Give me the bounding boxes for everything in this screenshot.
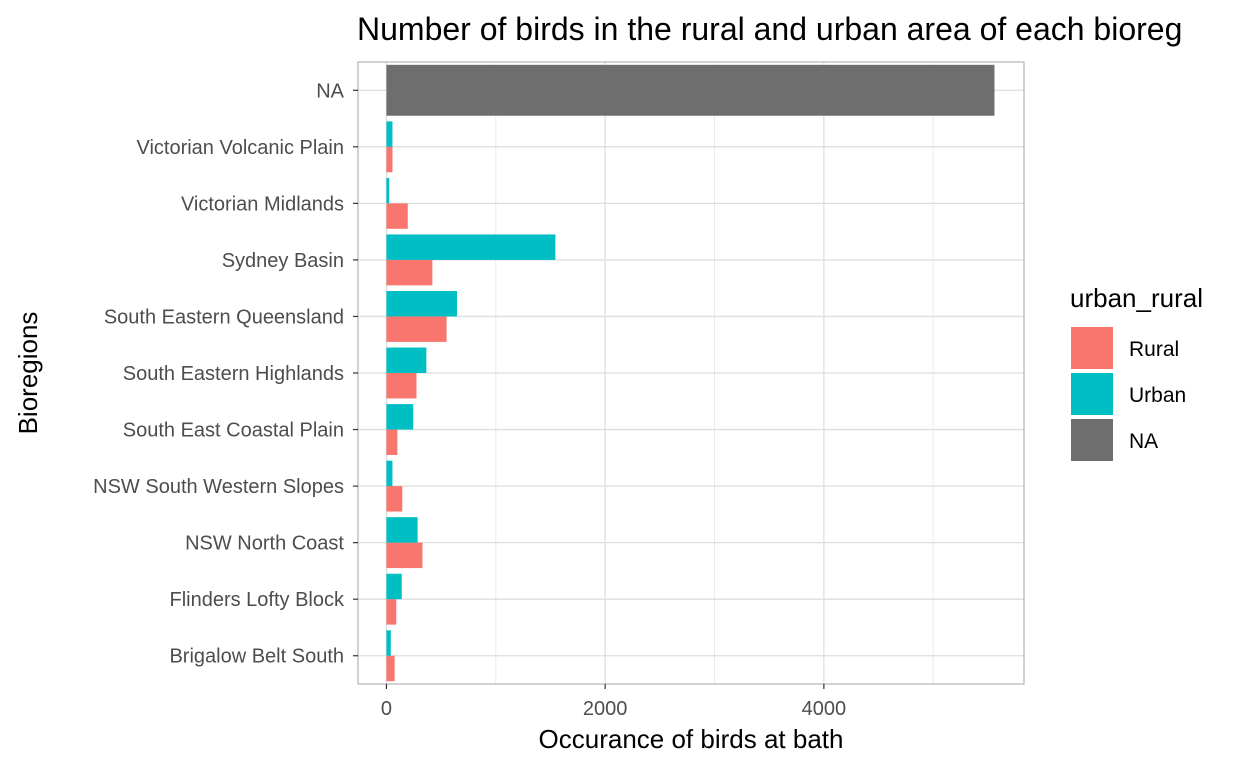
bar-urban-victorian-midlands: [386, 177, 390, 204]
bar-rural-victorian-volcanic-plain: [386, 146, 393, 173]
bar-urban-brigalow-belt-south: [386, 630, 391, 656]
y-tick-label: Sydney Basin: [222, 250, 344, 272]
y-tick-label: Brigalow Belt South: [169, 646, 344, 668]
bar-urban-nsw-north-coast: [386, 517, 418, 543]
legend-key-na: [1071, 419, 1113, 461]
legend-key-rural: [1071, 327, 1113, 369]
y-tick-label: South Eastern Queensland: [104, 306, 344, 328]
y-tick-label: South East Coastal Plain: [123, 420, 344, 442]
bar-rural-brigalow-belt-south: [386, 655, 395, 682]
y-axis-title: Bioregions: [13, 312, 43, 435]
bars: [386, 64, 995, 682]
bar-na-na: [386, 64, 995, 116]
y-tick-label: NA: [316, 80, 344, 102]
bar-urban-victorian-volcanic-plain: [386, 121, 393, 147]
y-axis-ticks: NA Victorian Volcanic Plain Victorian Midl…: [93, 80, 358, 668]
bar-rural-sydney-basin: [386, 259, 433, 286]
x-tick-label: 0: [381, 698, 392, 720]
bar-rural-south-eastern-highlands: [386, 373, 417, 399]
y-tick-label: South Eastern Highlands: [123, 363, 344, 385]
chart-title: Number of birds in the rural and urban a…: [357, 11, 1182, 47]
bar-rural-nsw-north-coast: [386, 542, 423, 569]
bar-urban-nsw-south-western-slopes: [386, 460, 393, 487]
y-tick-label: Victorian Volcanic Plain: [136, 137, 344, 159]
bar-rural-victorian-midlands: [386, 203, 408, 229]
bar-urban-south-eastern-highlands: [386, 347, 427, 373]
bar-urban-south-eastern-queensland: [386, 291, 457, 317]
bar-rural-south-eastern-queensland: [386, 316, 447, 342]
legend: urban_rural Rural Urban NA: [1070, 283, 1203, 461]
y-tick-label: Flinders Lofty Block: [169, 589, 345, 611]
x-tick-label: 2000: [583, 698, 628, 720]
x-axis-title: Occurance of birds at bath: [539, 724, 844, 754]
x-tick-label: 4000: [802, 698, 847, 720]
y-tick-label: NSW South Western Slopes: [93, 476, 344, 498]
bar-urban-south-east-coastal-plain: [386, 404, 414, 430]
legend-key-urban: [1071, 373, 1113, 415]
legend-title: urban_rural: [1070, 283, 1203, 313]
bar-rural-south-east-coastal-plain: [386, 429, 398, 455]
bar-rural-nsw-south-western-slopes: [386, 486, 403, 512]
legend-label: Rural: [1129, 338, 1179, 361]
y-tick-label: NSW North Coast: [185, 533, 344, 555]
bar-urban-sydney-basin: [386, 234, 556, 260]
bar-rural-flinders-lofty-block: [386, 599, 397, 625]
grid-lines: [358, 62, 1024, 684]
y-tick-label: Victorian Midlands: [181, 193, 344, 215]
bar-urban-flinders-lofty-block: [386, 573, 402, 600]
legend-label: NA: [1129, 430, 1158, 453]
legend-label: Urban: [1129, 384, 1186, 407]
x-axis-ticks: 0 2000 4000: [381, 684, 846, 720]
